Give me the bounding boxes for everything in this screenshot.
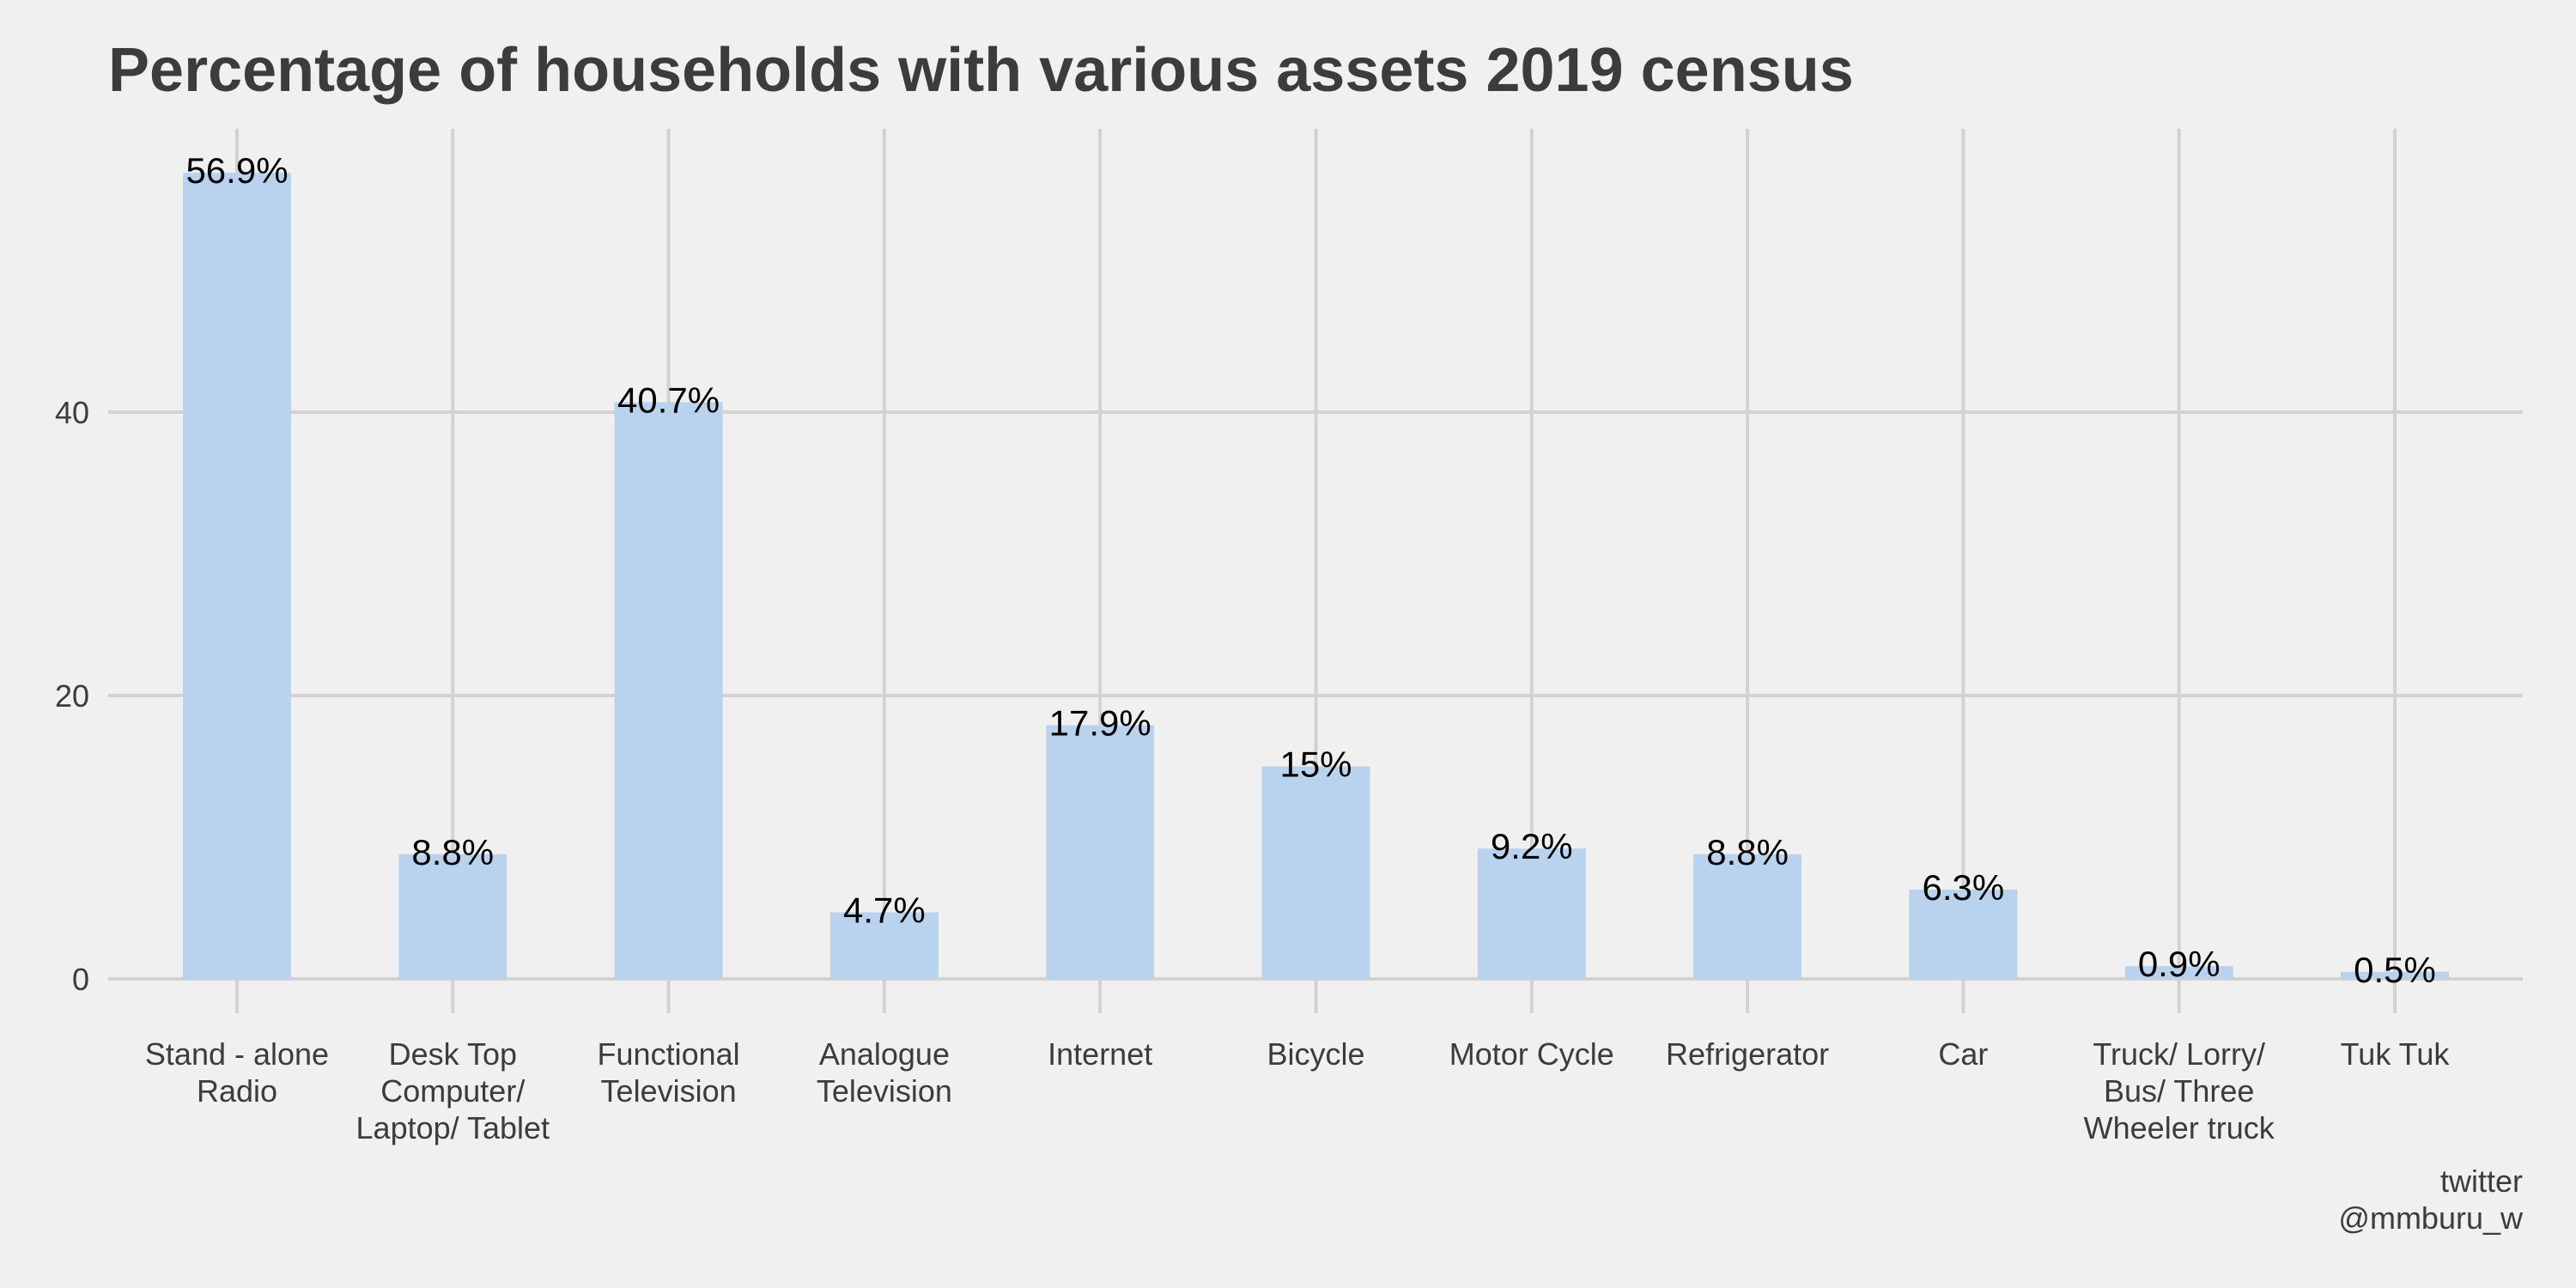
x-tick-label: Refrigerator <box>1666 1036 1829 1072</box>
bar <box>1046 725 1155 979</box>
x-tick-label: Internet <box>1048 1036 1152 1072</box>
x-tick-label: Functional Television <box>598 1036 740 1109</box>
bar <box>183 173 291 979</box>
bars <box>183 173 2449 979</box>
bar <box>2124 966 2233 979</box>
data-label: 0.5% <box>2354 950 2436 990</box>
bar <box>1909 890 2018 979</box>
x-tick-label: Truck/ Lorry/Bus/ Three Wheeler truck <box>2084 1036 2275 1145</box>
x-tick-label: Car <box>1938 1036 1988 1072</box>
data-label: 15% <box>1279 744 1352 785</box>
y-tick-label: 0 <box>72 962 89 997</box>
caption: twitter @mmburu_w <box>2338 1163 2524 1236</box>
data-label: 8.8% <box>1706 832 1789 872</box>
x-tick-label: Bicycle <box>1267 1036 1364 1072</box>
data-label: 9.2% <box>1491 826 1573 866</box>
data-label: 6.3% <box>1923 867 2005 908</box>
data-label: 4.7% <box>843 890 926 930</box>
bar <box>398 854 507 979</box>
y-axis-ticks: 0 20 40 <box>55 395 89 997</box>
y-tick-label: 40 <box>55 395 89 430</box>
bar <box>1693 854 1802 979</box>
x-tick-label: Desk Top Computer/Laptop/ Tablet <box>356 1036 550 1145</box>
data-label: 0.9% <box>2138 944 2221 984</box>
x-tick-label: Analogue Television <box>817 1036 952 1109</box>
bar <box>614 402 723 979</box>
chart-title: Percentage of households with various as… <box>108 36 1854 105</box>
data-labels: 56.9% 8.8% 40.7% 4.7% 17.9% 15% 9.2% 8.8% 6.3% 0.… <box>185 150 2435 990</box>
data-label: 56.9% <box>185 150 288 191</box>
bar <box>829 912 939 979</box>
data-label: 40.7% <box>617 380 720 420</box>
y-tick-label: 20 <box>55 678 89 714</box>
x-tick-label: Tuk Tuk <box>2341 1036 2451 1072</box>
bar <box>1261 766 1370 979</box>
data-label: 17.9% <box>1049 703 1151 744</box>
x-tick-label: Motor Cycle <box>1449 1036 1614 1072</box>
bar <box>2341 971 2449 979</box>
data-label: 8.8% <box>411 832 494 872</box>
x-tick-label: Stand - alone Radio <box>145 1036 329 1109</box>
x-axis-ticks: Stand - alone Radio Desk Top Computer/Lapto… <box>145 1036 2450 1145</box>
bar <box>1477 848 1586 979</box>
